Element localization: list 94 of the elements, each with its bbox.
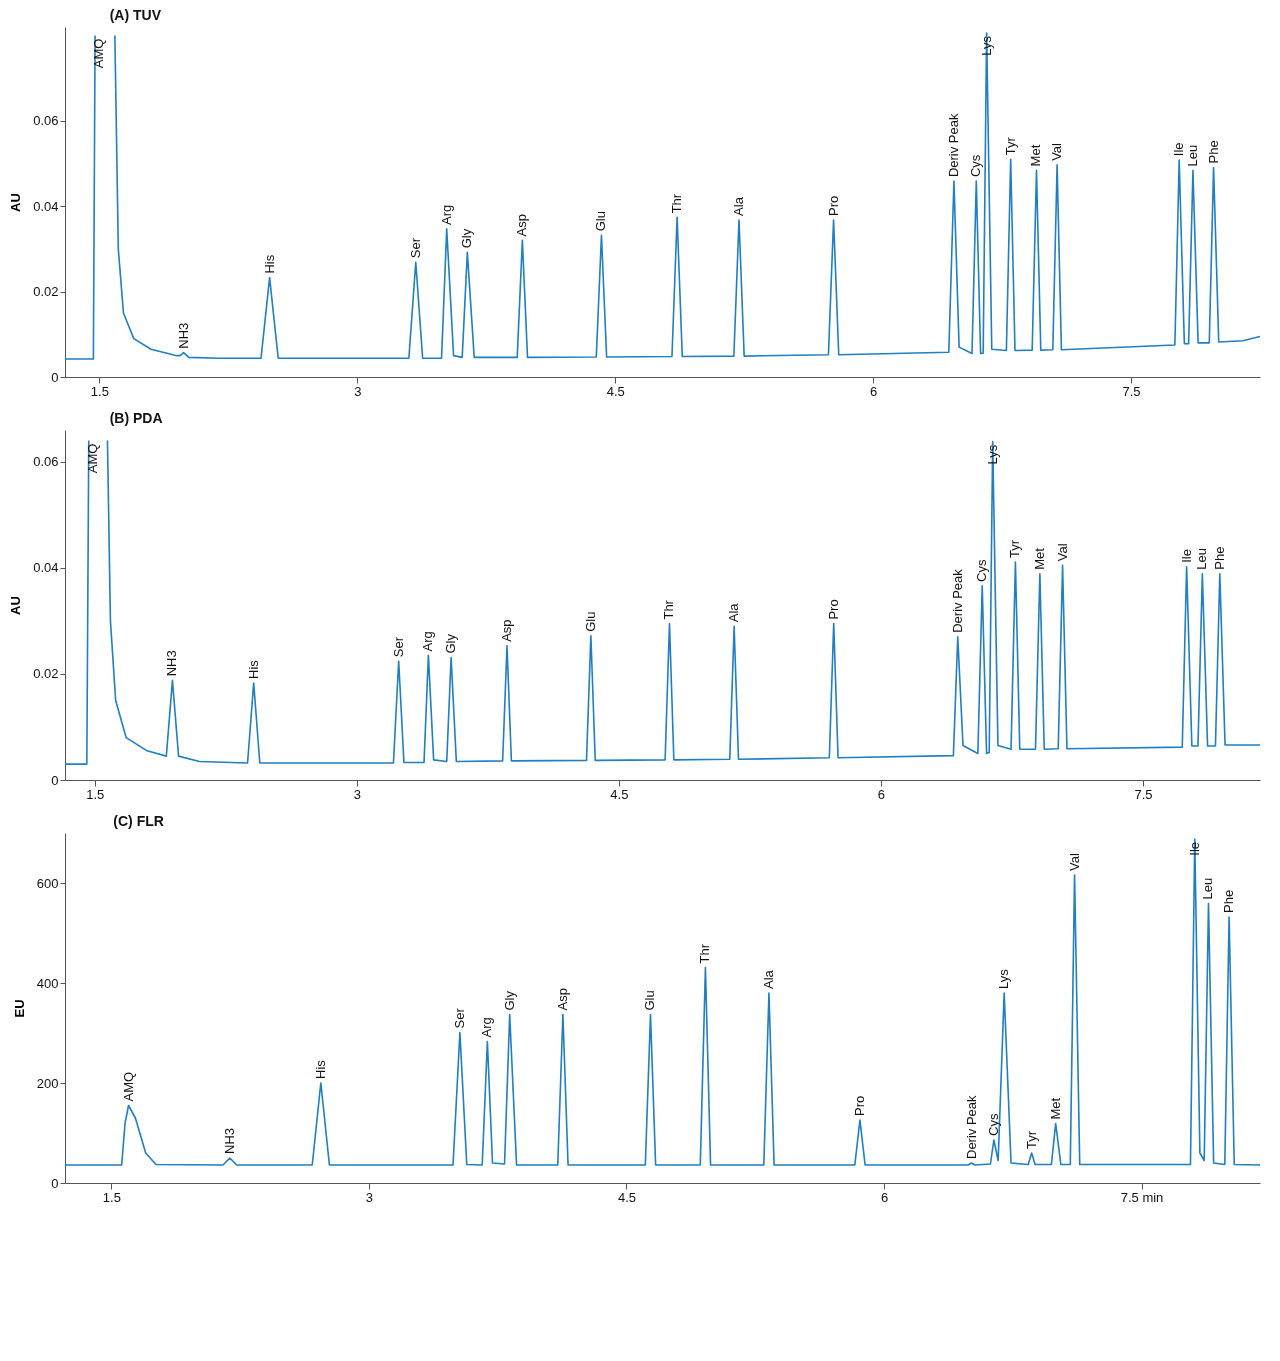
annotation: Deriv Peak: [963, 1094, 979, 1159]
x-tick-label: 1.5: [86, 786, 105, 802]
annotation: Lys: [978, 35, 994, 56]
annotation: AMQ: [91, 38, 107, 69]
x-tick-label: 4.5: [610, 786, 629, 802]
y-axis-title: AU: [8, 596, 24, 615]
x-tick-label: 7.5 min: [1120, 1189, 1164, 1205]
x-tick-label: 6: [870, 383, 878, 399]
x-tick-label: 6: [880, 1189, 889, 1205]
annotation: Val: [1049, 142, 1065, 161]
annotation: Phe: [1205, 140, 1221, 164]
annotation: Tyr: [1002, 136, 1018, 156]
annotation: Ser: [407, 237, 423, 259]
y-tick-label: 200: [36, 1075, 59, 1091]
annotation: AMQ: [120, 1071, 136, 1102]
line-series: [65, 838, 1260, 1166]
annotation: Ser: [390, 636, 406, 658]
annotation: Cys: [974, 559, 990, 582]
x-tick-label: 1.5: [102, 1189, 121, 1205]
y-axis-title: EU: [11, 999, 27, 1018]
y-tick-label: 0: [51, 369, 59, 385]
annotation: Cys: [985, 1113, 1001, 1136]
annotation: Pro: [825, 195, 841, 216]
y-tick-label: 0.06: [33, 113, 59, 129]
annotation: Gly: [459, 228, 475, 249]
annotation: Deriv Peak: [949, 568, 965, 633]
annotation: Tyr: [1007, 539, 1023, 559]
annotation: Lys: [984, 444, 1000, 465]
annotation: Met: [1047, 1097, 1063, 1120]
y-tick-label: 0: [51, 1175, 59, 1191]
x-tick-label: 4.5: [606, 383, 625, 399]
x-tick-label: 7.5: [1134, 786, 1153, 802]
annotation: Asp: [514, 214, 530, 237]
x-tick-label: 6: [877, 786, 885, 802]
annotation: Met: [1031, 547, 1047, 570]
y-tick-label: 0: [51, 772, 59, 788]
annotation: Arg: [420, 631, 436, 652]
annotation: His: [261, 254, 277, 274]
annotation: Thr: [697, 943, 713, 964]
annotation: Pro: [851, 1095, 867, 1116]
annotation: Pro: [825, 599, 841, 620]
annotation: Leu: [1184, 144, 1200, 167]
annotation: Glu: [642, 990, 658, 1011]
annotation: Tyr: [1023, 1130, 1039, 1149]
annotation: Arg: [438, 204, 454, 225]
y-tick-label: 0.04: [33, 198, 59, 214]
annotation: Thr: [661, 599, 677, 620]
annotation: Gly: [443, 633, 459, 654]
annotation: Deriv Peak: [945, 113, 961, 178]
x-tick-label: 1.5: [90, 383, 109, 399]
annotation: Lys: [996, 968, 1012, 989]
annotation: Ile: [1171, 142, 1187, 157]
annotation: Gly: [501, 990, 517, 1011]
annotation: Asp: [499, 619, 515, 642]
y-tick-label: 0.04: [33, 560, 59, 576]
annotation: Val: [1066, 853, 1082, 871]
annotation: Val: [1054, 543, 1070, 562]
y-tick-label: 0.02: [33, 666, 59, 682]
annotation: His: [312, 1059, 328, 1079]
y-tick-label: 0.02: [33, 284, 59, 300]
chart-title: (C) FLR: [113, 813, 164, 829]
annotation: Leu: [1194, 548, 1210, 570]
y-tick-label: 0.06: [33, 454, 59, 470]
chart-title: (A) TUV: [109, 7, 162, 23]
x-tick-label: 4.5: [617, 1189, 636, 1205]
annotation: Met: [1028, 144, 1044, 167]
annotation: Ile: [1178, 549, 1194, 563]
annotation: Ala: [760, 969, 776, 989]
annotation: NH3: [164, 650, 180, 677]
y-tick-label: 400: [36, 975, 59, 991]
annotation: Cys: [968, 154, 984, 178]
x-tick-label: 3: [365, 1189, 374, 1205]
annotation: Glu: [593, 211, 609, 232]
annotation: Ser: [451, 1007, 467, 1029]
x-tick-label: 3: [353, 786, 361, 802]
annotation: NH3: [175, 322, 191, 349]
annotation: Phe: [1211, 546, 1227, 570]
annotation: NH3: [221, 1127, 237, 1154]
annotation: Arg: [479, 1017, 495, 1038]
annotation: Glu: [582, 611, 598, 632]
annotation: Ala: [726, 602, 742, 623]
annotation: His: [245, 659, 261, 679]
y-axis-title: AU: [8, 193, 24, 212]
annotation: Ile: [1186, 842, 1202, 856]
annotation: Asp: [554, 988, 570, 1011]
y-tick-label: 600: [36, 875, 59, 891]
chart-title: (B) PDA: [109, 410, 163, 426]
x-tick-label: 3: [354, 383, 362, 399]
annotation: Leu: [1200, 877, 1216, 900]
annotation: Thr: [669, 193, 685, 214]
annotation: AMQ: [84, 443, 100, 474]
x-tick-label: 7.5: [1122, 383, 1141, 399]
annotation: Phe: [1221, 889, 1237, 913]
annotation: Ala: [731, 196, 747, 216]
